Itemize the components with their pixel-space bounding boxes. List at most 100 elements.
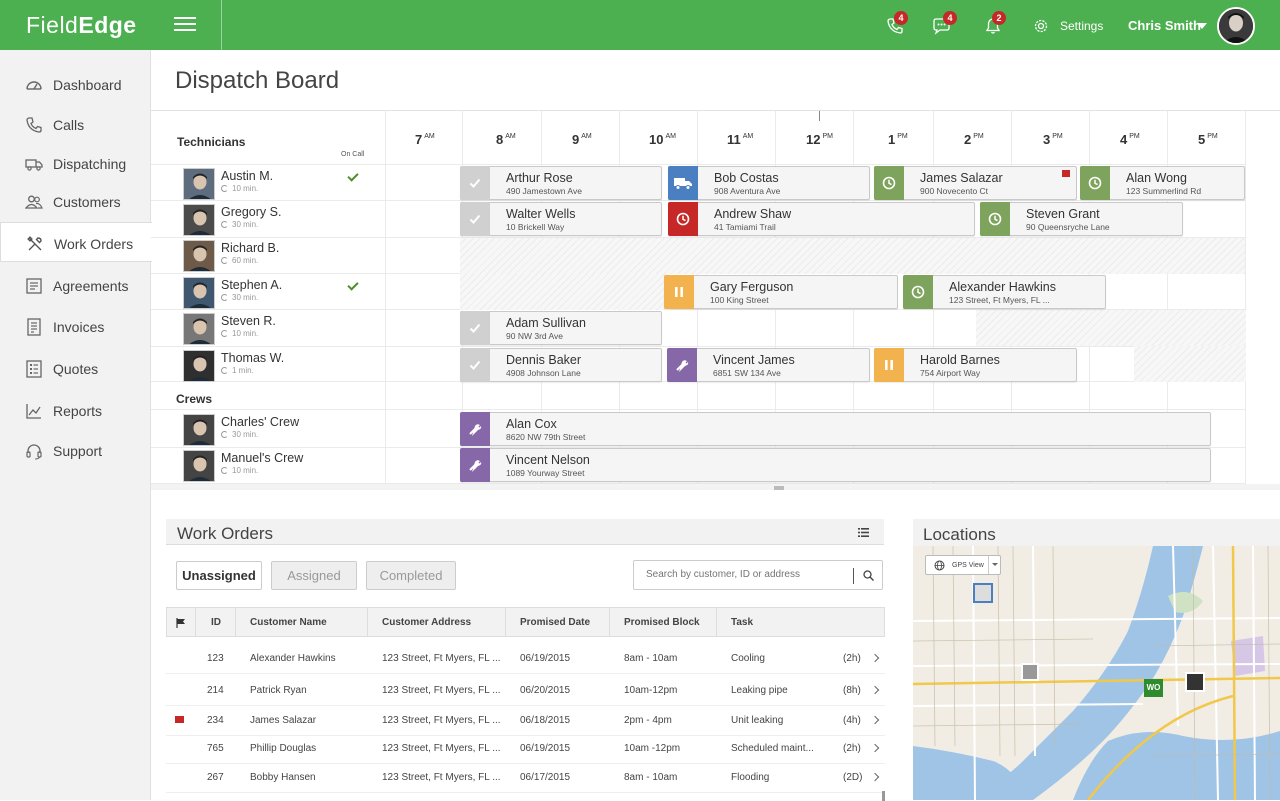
alerts-badge: 2 bbox=[992, 11, 1006, 25]
job-address: 900 Novecento Ct bbox=[920, 186, 989, 196]
tab-completed[interactable]: Completed bbox=[366, 561, 456, 590]
page-title: Dispatch Board bbox=[175, 67, 340, 94]
gps-view-toggle[interactable]: GPS View bbox=[925, 555, 1001, 575]
chevron-right-icon[interactable] bbox=[870, 772, 880, 782]
sidebar-item-dispatching[interactable]: Dispatching bbox=[0, 143, 151, 183]
job-card[interactable]: Arthur Rose 490 Jamestown Ave bbox=[460, 166, 662, 200]
hour-ampm: PM bbox=[1207, 133, 1218, 140]
chevron-down-icon[interactable] bbox=[988, 556, 1001, 574]
job-card[interactable]: Dennis Baker 4908 Johnson Lane bbox=[460, 348, 662, 382]
row-gridline bbox=[151, 237, 1246, 238]
sidebar-item-customers[interactable]: Customers bbox=[0, 181, 151, 221]
priority-flag-icon bbox=[1062, 170, 1070, 177]
job-card[interactable]: Vincent James 6851 SW 134 Ave bbox=[667, 348, 870, 382]
sidebar: Dashboard Calls Dispatching Customers Wo… bbox=[0, 50, 152, 800]
technician-avatar bbox=[183, 313, 215, 345]
job-card[interactable]: Steven Grant 90 Queensryche Lane bbox=[980, 202, 1183, 236]
sidebar-item-dashboard[interactable]: Dashboard bbox=[0, 64, 151, 104]
job-card[interactable]: Bob Costas 908 Aventura Ave bbox=[668, 166, 870, 200]
column-header-promised-block[interactable]: Promised Block bbox=[624, 617, 700, 628]
technician-avatar bbox=[183, 350, 215, 382]
sidebar-item-reports[interactable]: Reports bbox=[0, 390, 151, 430]
job-card[interactable]: Walter Wells 10 Brickell Way bbox=[460, 202, 662, 236]
chevron-right-icon[interactable] bbox=[870, 743, 880, 753]
pause-icon bbox=[664, 275, 694, 309]
hour-number: 9 bbox=[572, 132, 580, 147]
chevron-right-icon[interactable] bbox=[870, 685, 880, 695]
table-row[interactable]: 123 Alexander Hawkins 123 Street, Ft Myers… bbox=[166, 644, 885, 674]
technician-row[interactable]: Austin M. 10 min. bbox=[151, 165, 385, 201]
chevron-down-icon[interactable] bbox=[1197, 23, 1207, 29]
job-card[interactable]: Vincent Nelson 1089 Yourway Street bbox=[460, 448, 1211, 482]
sidebar-item-support[interactable]: Support bbox=[0, 430, 151, 470]
row-gridline bbox=[151, 309, 1246, 310]
job-card[interactable]: Adam Sullivan 90 NW 3rd Ave bbox=[460, 311, 662, 345]
job-card[interactable]: Alan Cox 8620 NW 79th Street bbox=[460, 412, 1211, 446]
job-card[interactable]: Andrew Shaw 41 Tamiami Trail bbox=[668, 202, 975, 236]
technician-row[interactable]: Gregory S. 30 min. bbox=[151, 201, 385, 237]
menu-toggle-icon[interactable] bbox=[174, 14, 196, 34]
user-menu[interactable]: Chris Smith bbox=[1128, 18, 1201, 33]
work-order-map-marker[interactable]: WO bbox=[1144, 679, 1163, 697]
chevron-right-icon[interactable] bbox=[870, 715, 880, 725]
hour-label: 3 PM bbox=[1043, 132, 1063, 147]
user-avatar[interactable] bbox=[1217, 7, 1255, 45]
settings-gear-icon[interactable] bbox=[1032, 17, 1050, 35]
column-header-id[interactable]: ID bbox=[211, 617, 221, 628]
messages-icon[interactable]: 4 bbox=[932, 11, 957, 35]
column-header-task[interactable]: Task bbox=[731, 617, 754, 628]
tab-unassigned[interactable]: Unassigned bbox=[176, 561, 262, 590]
list-view-icon[interactable] bbox=[858, 528, 869, 537]
technician-row[interactable]: Steven R. 10 min. bbox=[151, 310, 385, 346]
column-header-customer-name[interactable]: Customer Name bbox=[250, 617, 327, 628]
timeline-gridline bbox=[1245, 111, 1246, 484]
technician-map-marker[interactable] bbox=[1185, 672, 1205, 692]
table-scrollbar[interactable] bbox=[882, 791, 885, 801]
table-row[interactable]: 234 James Salazar 123 Street, Ft Myers, FL… bbox=[166, 706, 885, 736]
locations-header: Locations bbox=[913, 519, 1280, 546]
job-card[interactable]: Alan Wong 123 Summerlind Rd bbox=[1080, 166, 1245, 200]
sidebar-item-calls[interactable]: Calls bbox=[0, 104, 151, 144]
bell-icon[interactable]: 2 bbox=[984, 11, 1006, 35]
check-icon bbox=[460, 166, 490, 200]
topbar-divider bbox=[221, 0, 222, 50]
sidebar-item-quotes[interactable]: Quotes bbox=[0, 348, 151, 388]
cell-task: Leaking pipe bbox=[731, 685, 788, 696]
column-header-customer-address[interactable]: Customer Address bbox=[382, 617, 472, 628]
table-row[interactable]: 214 Patrick Ryan 123 Street, Ft Myers, FL … bbox=[166, 676, 885, 706]
search-icon[interactable] bbox=[863, 570, 874, 581]
sidebar-item-agreements[interactable]: Agreements bbox=[0, 265, 151, 305]
job-card[interactable]: James Salazar 900 Novecento Ct bbox=[874, 166, 1077, 200]
panel-splitter[interactable] bbox=[151, 484, 1280, 490]
flag-column-icon[interactable] bbox=[176, 618, 186, 628]
sidebar-item-invoices[interactable]: Invoices bbox=[0, 306, 151, 346]
hour-number: 11 bbox=[727, 132, 741, 147]
tab-assigned[interactable]: Assigned bbox=[271, 561, 357, 590]
job-card[interactable]: Gary Ferguson 100 King Street bbox=[664, 275, 898, 309]
job-card[interactable]: Alexander Hawkins 123 Street, Ft Myers, F… bbox=[903, 275, 1106, 309]
crew-row[interactable]: Manuel's Crew 10 min. bbox=[151, 447, 385, 483]
technician-map-marker[interactable] bbox=[1021, 663, 1039, 681]
phone-icon[interactable]: 4 bbox=[886, 11, 908, 35]
technician-row[interactable]: Richard B. 60 min. bbox=[151, 237, 385, 273]
fieldedge-logo[interactable]: FieldEdge bbox=[26, 12, 137, 39]
settings-link[interactable]: Settings bbox=[1060, 19, 1104, 33]
search-input[interactable] bbox=[646, 569, 851, 580]
chevron-right-icon[interactable] bbox=[870, 653, 880, 663]
table-row[interactable]: 267 Bobby Hansen 123 Street, Ft Myers, FL … bbox=[166, 763, 885, 793]
table-header: ID Customer Name Customer Address Promis… bbox=[166, 607, 885, 637]
technician-row[interactable]: Thomas W. 1 min. bbox=[151, 347, 385, 383]
column-header-promised-date[interactable]: Promised Date bbox=[520, 617, 591, 628]
on-call-label: On Call bbox=[341, 151, 365, 158]
sidebar-item-work-orders[interactable]: Work Orders bbox=[0, 222, 152, 262]
sidebar-item-label: Calls bbox=[53, 117, 85, 133]
cell-date: 06/19/2015 bbox=[520, 653, 571, 664]
job-card[interactable]: Harold Barnes 754 Airport Way bbox=[874, 348, 1077, 382]
map-view[interactable]: GPS View WO bbox=[913, 546, 1280, 800]
technician-map-marker[interactable] bbox=[973, 583, 993, 603]
chart-icon bbox=[26, 404, 41, 419]
resize-handle[interactable] bbox=[774, 486, 784, 490]
technician-row[interactable]: Stephen A. 30 min. bbox=[151, 274, 385, 310]
crew-row[interactable]: Charles' Crew 30 min. bbox=[151, 411, 385, 447]
table-row[interactable]: 765 Phillip Douglas 123 Street, Ft Myers, … bbox=[166, 734, 885, 764]
